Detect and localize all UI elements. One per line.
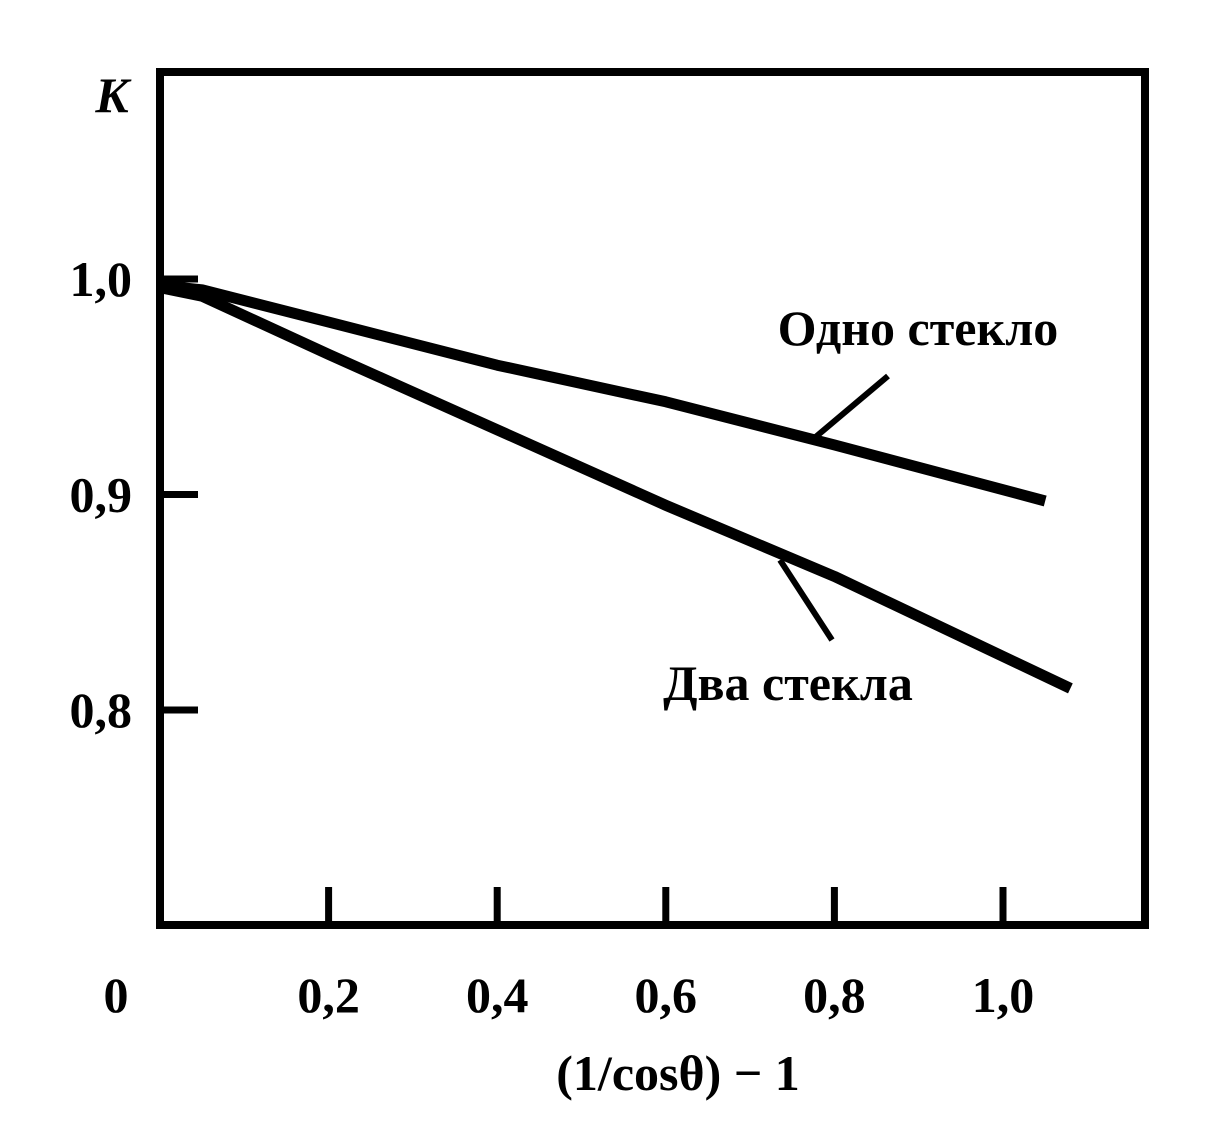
ticks: 0,2 0,4 0,6 0,8 1,0 1,0 0,9 0,8: [70, 251, 1035, 1023]
series-line-1: [158, 282, 1073, 694]
x-tick-label-0: 0,2: [297, 967, 360, 1023]
x-tick-label-3: 0,8: [803, 967, 866, 1023]
leader-line-odno-steklo: [810, 373, 890, 443]
y-tick-label-2: 0,8: [70, 682, 133, 738]
x-tick-label-4: 1,0: [972, 967, 1035, 1023]
x-tick-label-1: 0,4: [466, 967, 529, 1023]
y-axis-label: K: [94, 67, 132, 123]
y-tick-label-1: 0,9: [70, 467, 133, 523]
series-line-0: [159, 280, 1047, 507]
series-label-dva-stekla: Два стекла: [663, 655, 913, 711]
plot-frame: [156, 68, 1149, 929]
series-lines: [158, 280, 1073, 694]
x-tick-label-2: 0,6: [635, 967, 698, 1023]
x-axis-label: (1/cosθ) − 1: [556, 1045, 799, 1101]
series-leader-lines: [777, 373, 890, 642]
leader-line-dva-stekla: [777, 558, 835, 642]
origin-label: 0: [104, 967, 129, 1023]
y-tick-label-0: 1,0: [70, 251, 133, 307]
series-label-odno-steklo: Одно стекло: [778, 300, 1059, 356]
